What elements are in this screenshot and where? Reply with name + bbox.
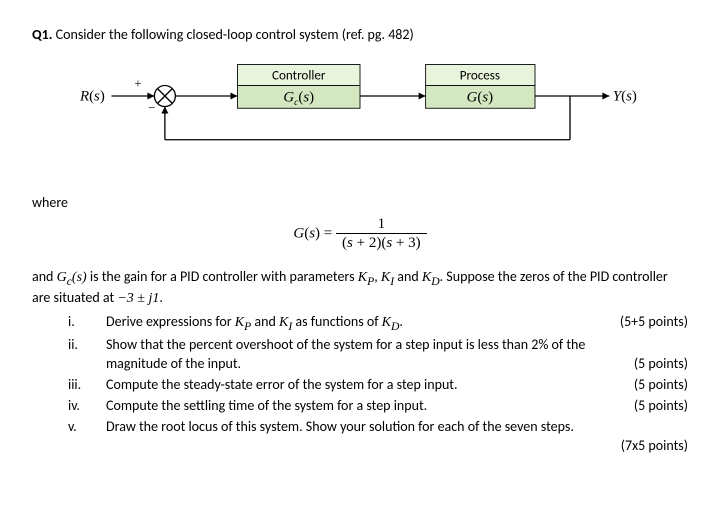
points-label: (5 points) xyxy=(634,355,688,374)
block-diagram: R(s) + Controller Gc(s) Process G(s) Y(s… xyxy=(32,61,688,170)
signal-Y: Y(s) xyxy=(613,88,637,104)
part-iv: iv. Compute the settling time of the sys… xyxy=(68,397,688,416)
minus-sign: − xyxy=(148,100,155,115)
part-v: v. Draw the root locus of this system. S… xyxy=(68,418,688,456)
question-header: Q1. Consider the following closed-loop c… xyxy=(32,26,688,43)
part-i: i. Derive expressions for KP and KI as f… xyxy=(68,313,688,335)
points-label: (7x5 points) xyxy=(621,437,688,456)
part-ii: ii. Show that the percent overshoot of t… xyxy=(68,336,688,374)
controller-title: Controller xyxy=(272,67,326,83)
question-label: Q1. xyxy=(32,26,52,43)
controller-tf: Gc(s) xyxy=(283,89,314,108)
body-paragraph: and Gc(s) is the gain for a PID controll… xyxy=(32,268,688,309)
subparts-list: i. Derive expressions for KP and KI as f… xyxy=(68,313,688,456)
signal-R: R(s) xyxy=(79,88,105,104)
plus-sign: + xyxy=(134,75,141,90)
where-label: where xyxy=(32,194,688,211)
points-label: (5+5 points) xyxy=(620,313,688,335)
question-prompt: Consider the following closed-loop contr… xyxy=(56,26,414,43)
part-iii: iii. Compute the steady-state error of t… xyxy=(68,376,688,395)
process-title: Process xyxy=(460,67,500,83)
points-label: (5 points) xyxy=(634,376,688,395)
process-tf: G(s) xyxy=(467,89,493,105)
points-label: (5 points) xyxy=(634,397,688,416)
gs-equation: G(s) = 1 (s + 2)(s + 3) xyxy=(32,215,688,254)
